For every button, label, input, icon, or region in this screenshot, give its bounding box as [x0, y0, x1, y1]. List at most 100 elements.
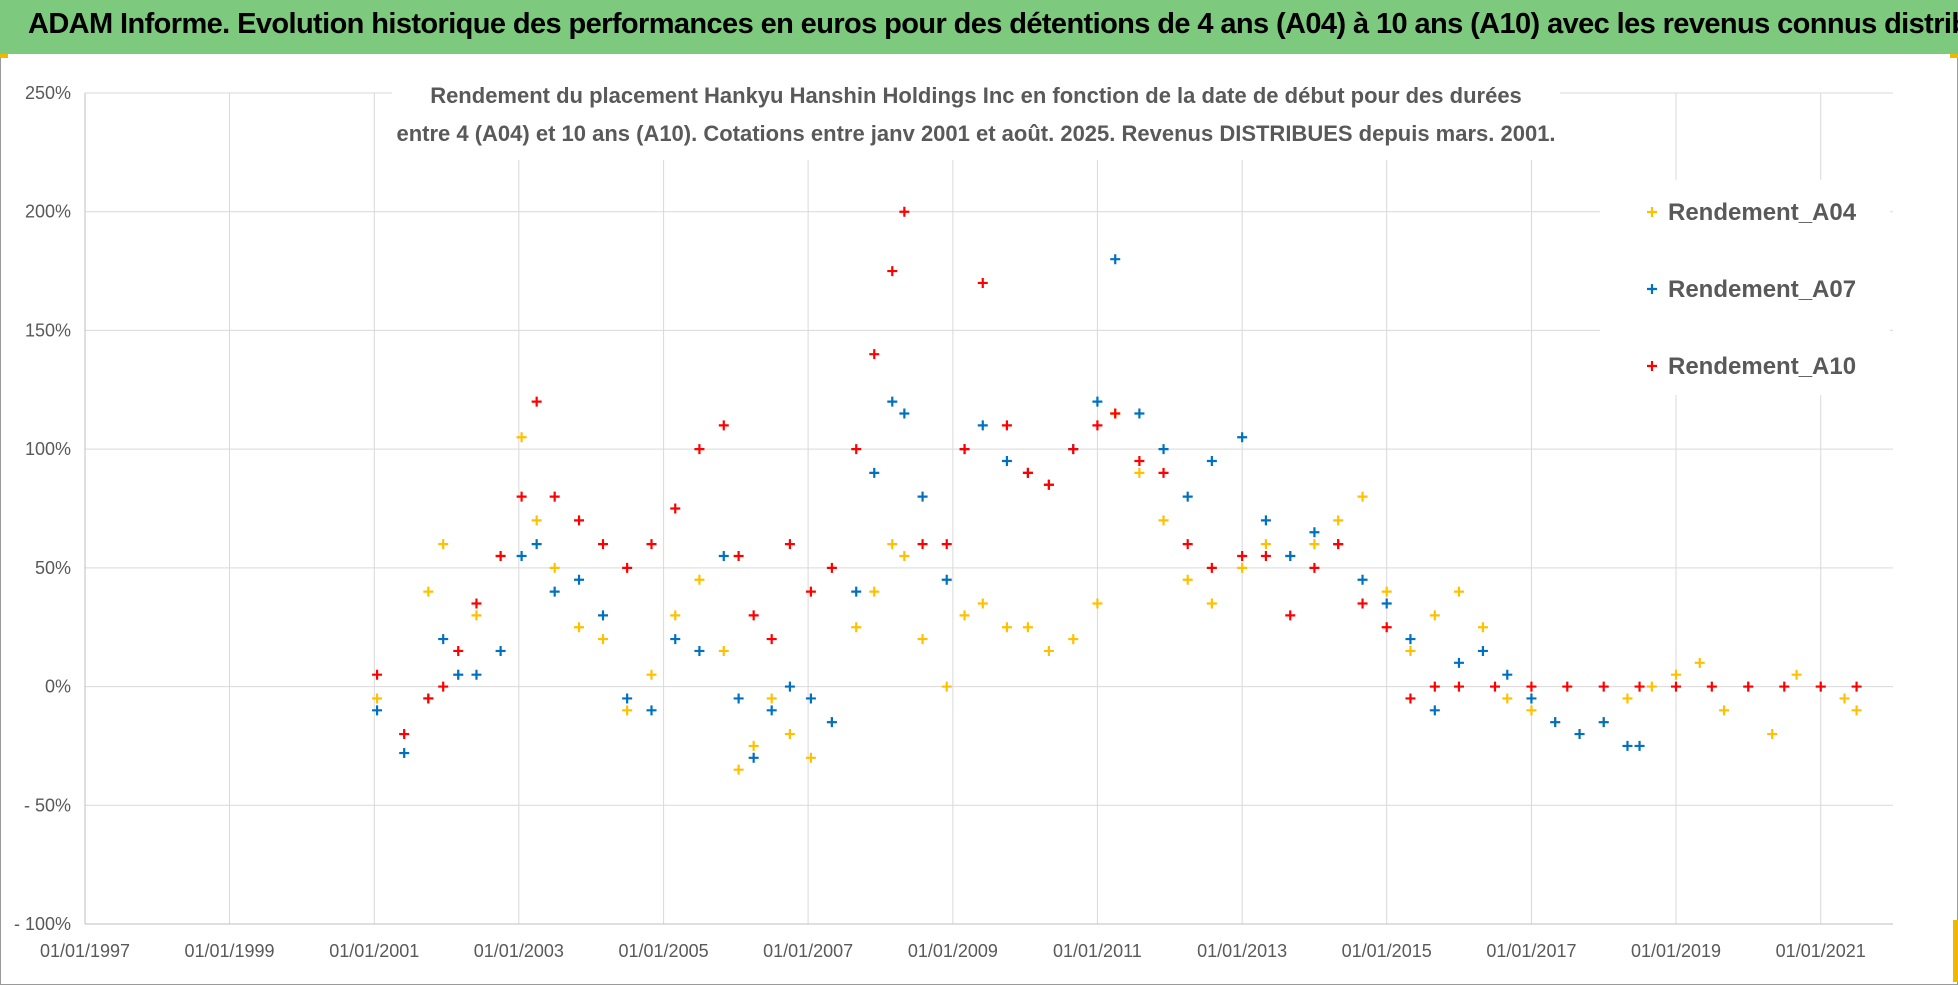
data-point: [748, 610, 759, 621]
legend-label-a10: Rendement_A10: [1668, 353, 1856, 380]
data-point: [784, 681, 795, 692]
data-point: [1670, 681, 1681, 692]
x-tick-label: 01/01/2013: [1197, 941, 1287, 961]
x-axis-ticks: 01/01/1997 01/01/1999 01/01/2001 01/01/2003…: [40, 941, 1866, 961]
data-point: [1134, 467, 1145, 478]
data-point: [438, 634, 449, 645]
data-point: [1502, 693, 1513, 704]
data-point: [453, 645, 464, 656]
data-point: [851, 622, 862, 633]
data-point: [1791, 669, 1802, 680]
data-point: [1453, 681, 1464, 692]
banner-title: ADAM Informe. Evolution historique des p…: [28, 8, 1958, 40]
data-point: [597, 539, 608, 550]
data-point: [899, 206, 910, 217]
data-point: [471, 598, 482, 609]
data-point: [399, 748, 410, 759]
data-point: [495, 645, 506, 656]
x-tick-label: 01/01/2015: [1342, 941, 1432, 961]
data-point: [574, 622, 585, 633]
data-point: [549, 586, 560, 597]
data-point: [1001, 622, 1012, 633]
legend-marker-rendement_a07: [1647, 284, 1657, 294]
data-point: [1622, 693, 1633, 704]
data-point: [1381, 622, 1392, 633]
data-point: [694, 645, 705, 656]
data-point: [748, 752, 759, 763]
data-point: [748, 740, 759, 751]
data-point: [531, 515, 542, 526]
data-point: [1285, 550, 1296, 561]
series-rendement_a04: [372, 408, 1862, 775]
data-point: [1502, 669, 1513, 680]
data-point: [622, 693, 633, 704]
data-point: [766, 634, 777, 645]
data-point: [718, 420, 729, 431]
data-point: [1381, 586, 1392, 597]
x-tick-label: 01/01/2017: [1486, 941, 1576, 961]
data-point: [887, 539, 898, 550]
data-point: [1206, 562, 1217, 573]
x-tick-label: 01/01/2011: [1053, 941, 1142, 961]
data-point: [977, 277, 988, 288]
data-point: [1526, 681, 1537, 692]
data-point: [1110, 254, 1121, 265]
data-point: [766, 693, 777, 704]
data-point: [977, 598, 988, 609]
data-point: [826, 562, 837, 573]
data-point: [1405, 645, 1416, 656]
data-point: [718, 645, 729, 656]
chart-title-line-2: entre 4 (A04) et 10 ans (A10). Cotations…: [396, 121, 1555, 146]
y-tick-label: 200%: [25, 202, 71, 222]
x-tick-label: 01/01/1997: [40, 941, 130, 961]
corner-accent-bottom-right: [1953, 920, 1958, 982]
data-point: [977, 420, 988, 431]
data-point: [1429, 705, 1440, 716]
data-point: [549, 562, 560, 573]
chart-title-line-1: Rendement du placement Hankyu Hanshin Ho…: [430, 83, 1522, 108]
data-point: [899, 408, 910, 419]
data-point: [941, 574, 952, 585]
data-point: [1815, 681, 1826, 692]
data-point: [1237, 432, 1248, 443]
data-point: [766, 705, 777, 716]
data-point: [1043, 479, 1054, 490]
data-point: [805, 586, 816, 597]
series-rendement_a07: [372, 254, 1645, 763]
legend-marker-rendement_a10: [1647, 361, 1657, 371]
corner-accent-top-right: [1950, 54, 1958, 58]
data-point: [1405, 634, 1416, 645]
data-point: [1719, 705, 1730, 716]
data-point: [516, 550, 527, 561]
data-point: [887, 396, 898, 407]
data-point: [1429, 610, 1440, 621]
legend-marker-rendement_a04: [1647, 207, 1657, 217]
data-point: [670, 634, 681, 645]
data-point: [851, 444, 862, 455]
data-point: [1309, 562, 1320, 573]
x-tick-label: 01/01/2003: [474, 941, 564, 961]
data-point: [917, 539, 928, 550]
data-point: [372, 705, 383, 716]
y-tick-label: - 50%: [24, 795, 71, 815]
data-point: [1022, 467, 1033, 478]
data-point: [1646, 681, 1657, 692]
data-point: [597, 634, 608, 645]
data-point: [826, 717, 837, 728]
data-point: [694, 574, 705, 585]
data-point: [869, 349, 880, 360]
data-point: [733, 764, 744, 775]
data-point: [1634, 681, 1645, 692]
data-point: [1022, 622, 1033, 633]
data-point: [887, 266, 898, 277]
data-point: [1237, 562, 1248, 573]
data-point: [471, 610, 482, 621]
data-point: [1526, 705, 1537, 716]
data-point: [917, 634, 928, 645]
data-point: [941, 539, 952, 550]
header-banner: ADAM Informe. Evolution historique des p…: [0, 0, 1958, 54]
data-point: [597, 610, 608, 621]
data-point: [1622, 740, 1633, 751]
